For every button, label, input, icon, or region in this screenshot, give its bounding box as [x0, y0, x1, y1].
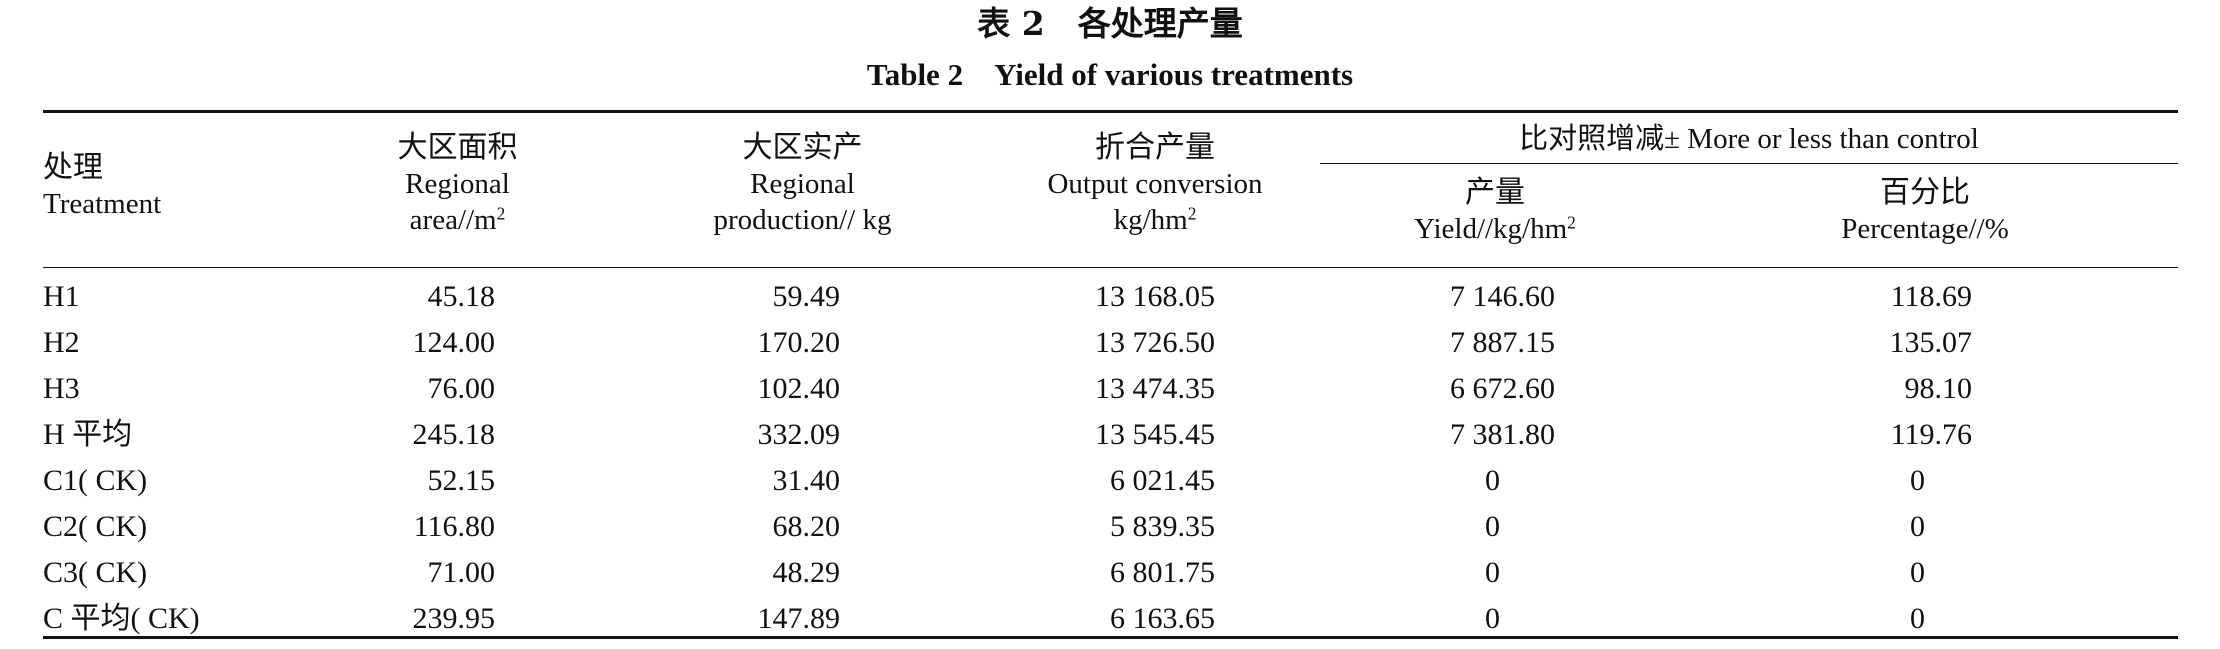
cell-production: 68.20: [772, 510, 841, 543]
cell-yield: 7 381.80: [1450, 418, 1555, 451]
cell-conversion: 13 168.05: [1095, 280, 1215, 313]
header-output-conversion-sup: 2: [1187, 203, 1197, 224]
cell-area: 45.18: [427, 280, 496, 313]
table-row: C 平均( CK) 239.95 147.89 6 163.65 0 0: [0, 596, 2220, 642]
cell-treatment: C 平均( CK): [43, 602, 200, 635]
header-bottom-rule: [43, 267, 2178, 268]
header-regional-production-en2: production// kg: [713, 204, 892, 236]
cell-yield: 0: [1485, 464, 1500, 497]
header-output-conversion-unit: kg/hm: [1113, 204, 1188, 236]
cell-percentage: 0: [1910, 556, 1925, 589]
cell-conversion: 13 726.50: [1095, 326, 1215, 359]
table-row: H 平均 245.18 332.09 13 545.45 7 381.80 11…: [0, 412, 2220, 458]
cell-yield: 0: [1485, 510, 1500, 543]
cell-treatment: C2( CK): [43, 510, 148, 543]
header-regional-production-cn: 大区实产: [742, 130, 863, 165]
table-title-english: Table 2 Yield of various treatments: [866, 57, 1354, 92]
table-row: H3 76.00 102.40 13 474.35 6 672.60 98.10: [0, 366, 2220, 412]
cell-production: 102.40: [757, 372, 841, 405]
cell-yield: 7 887.15: [1450, 326, 1555, 359]
cell-production: 332.09: [757, 418, 841, 451]
cell-production: 48.29: [772, 556, 841, 589]
cell-percentage: 98.10: [1904, 372, 1973, 405]
cell-area: 116.80: [413, 510, 495, 543]
cell-percentage: 135.07: [1889, 326, 1973, 359]
cell-conversion: 6 801.75: [1110, 556, 1215, 589]
cell-treatment: C3( CK): [43, 556, 148, 589]
cell-production: 170.20: [757, 326, 841, 359]
cell-percentage: 118.69: [1890, 280, 1972, 313]
header-treatment-cn: 处理: [43, 150, 103, 185]
header-yield-unit: Yield//kg/hm: [1414, 213, 1568, 245]
header-percentage-en: Percentage//%: [1841, 213, 2009, 245]
top-rule: [43, 110, 2178, 113]
header-treatment: 处理 Treatment: [43, 150, 161, 222]
cell-treatment: H2: [43, 326, 80, 359]
header-comparison-group-label: 比对照增减± More or less than control: [1519, 123, 1979, 155]
cell-production: 31.40: [772, 464, 841, 497]
cell-yield: 0: [1485, 556, 1500, 589]
cell-percentage: 0: [1910, 510, 1925, 543]
header-regional-production: 大区实产 Regional production// kg: [665, 130, 940, 238]
header-yield-en: Yield//kg/hm2: [1350, 211, 1640, 247]
cell-production: 147.89: [757, 602, 841, 635]
table-row: C2( CK) 116.80 68.20 5 839.35 0 0: [0, 504, 2220, 550]
cell-percentage: 0: [1910, 602, 1925, 635]
header-output-conversion-en1: Output conversion: [1047, 168, 1263, 200]
cell-conversion: 13 545.45: [1095, 418, 1215, 451]
cell-treatment: H3: [43, 372, 80, 405]
table-title-chinese: 表 2 各处理产量: [977, 4, 1243, 43]
header-percentage: 百分比 Percentage//%: [1760, 175, 2090, 247]
cell-yield: 7 146.60: [1450, 280, 1555, 313]
header-regional-area-sup: 2: [496, 203, 506, 224]
header-yield-cn: 产量: [1465, 175, 1525, 210]
cell-conversion: 13 474.35: [1095, 372, 1215, 405]
cell-area: 239.95: [412, 602, 496, 635]
cell-treatment: H1: [43, 280, 80, 313]
table-row: H1 45.18 59.49 13 168.05 7 146.60 118.69: [0, 274, 2220, 320]
header-treatment-en: Treatment: [43, 188, 162, 220]
table-row: H2 124.00 170.20 13 726.50 7 887.15 135.…: [0, 320, 2220, 366]
cell-treatment: C1( CK): [43, 464, 148, 497]
bottom-rule: [43, 636, 2178, 639]
cell-treatment: H 平均: [43, 418, 133, 451]
header-output-conversion-en2: kg/hm2: [1010, 202, 1300, 238]
header-regional-area-en1: Regional: [405, 168, 510, 200]
header-regional-production-en1: Regional: [750, 168, 855, 200]
header-yield: 产量 Yield//kg/hm2: [1350, 175, 1640, 247]
cell-area: 76.00: [427, 372, 496, 405]
header-regional-area-unit: area//m: [409, 204, 497, 236]
header-percentage-cn: 百分比: [1880, 175, 1970, 210]
cell-conversion: 6 163.65: [1110, 602, 1215, 635]
cell-area: 124.00: [412, 326, 496, 359]
cell-percentage: 119.76: [1890, 418, 1972, 451]
table-row: C1( CK) 52.15 31.40 6 021.45 0 0: [0, 458, 2220, 504]
cell-percentage: 0: [1910, 464, 1925, 497]
cell-conversion: 5 839.35: [1110, 510, 1215, 543]
header-regional-area-cn: 大区面积: [397, 130, 518, 165]
header-regional-area-en2: area//m2: [330, 202, 585, 238]
table-row: C3( CK) 71.00 48.29 6 801.75 0 0: [0, 550, 2220, 596]
cell-area: 52.15: [427, 464, 496, 497]
header-output-conversion-cn: 折合产量: [1095, 130, 1215, 165]
group-header-rule: [1320, 163, 2178, 164]
cell-production: 59.49: [772, 280, 841, 313]
table-body: H1 45.18 59.49 13 168.05 7 146.60 118.69…: [0, 274, 2220, 642]
header-yield-sup: 2: [1567, 212, 1576, 233]
header-regional-area: 大区面积 Regional area//m2: [330, 130, 585, 238]
cell-area: 71.00: [427, 556, 496, 589]
header-output-conversion: 折合产量 Output conversion kg/hm2: [1010, 130, 1300, 238]
cell-conversion: 6 021.45: [1110, 464, 1215, 497]
cell-yield: 6 672.60: [1450, 372, 1555, 405]
header-comparison-group: 比对照增减± More or less than control: [1320, 121, 2178, 157]
cell-yield: 0: [1485, 602, 1500, 635]
cell-area: 245.18: [412, 418, 496, 451]
